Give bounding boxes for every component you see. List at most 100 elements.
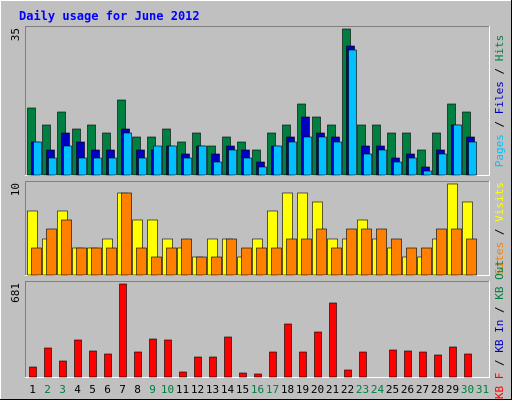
bar-sites-day-13	[211, 256, 222, 276]
bar-kb-f-day-12	[194, 356, 202, 378]
day-label: 12	[191, 383, 204, 396]
plot-area	[25, 281, 490, 378]
bar-pages-day-12	[198, 145, 207, 176]
bar-pages-day-20	[318, 136, 327, 176]
legend-entry: Hits	[493, 35, 506, 62]
bar-kb-f-day-5	[89, 350, 97, 378]
bar-kb-f-day-30	[464, 353, 472, 378]
day-label: 30	[461, 383, 474, 396]
day-label: 31	[476, 383, 489, 396]
bar-pages-day-27	[423, 170, 432, 176]
day-label: 28	[431, 383, 444, 396]
bar-pages-day-2	[48, 157, 57, 176]
legend-entry: KB F	[493, 373, 506, 400]
bar-sites-day-15	[241, 247, 252, 276]
bar-sites-day-6	[106, 247, 117, 276]
panel-hits-files-pages: 35 Pages / Files / Hits	[9, 26, 506, 176]
chart-title: Daily usage for June 2012	[19, 9, 200, 23]
bar-pages-day-10	[168, 145, 177, 176]
day-label: 15	[236, 383, 249, 396]
bar-sites-day-12	[196, 256, 207, 276]
day-label: 5	[89, 383, 96, 396]
bar-pages-day-19	[303, 136, 312, 176]
day-label: 21	[326, 383, 339, 396]
panel-visits-sites: 10 Sites / Visits	[9, 181, 506, 276]
day-label: 19	[296, 383, 309, 396]
bar-kb-f-day-3	[59, 360, 67, 378]
legend-axis-label: Sites / Visits	[493, 182, 506, 275]
bar-kb-f-day-1	[29, 366, 37, 378]
bar-pages-day-13	[213, 161, 222, 176]
bar-sites-day-22	[346, 228, 357, 276]
bar-sites-day-23	[361, 228, 372, 276]
bar-sites-day-26	[406, 247, 417, 276]
bar-pages-day-3	[63, 145, 72, 176]
legend-entry: Sites	[493, 242, 506, 275]
bar-pages-day-14	[228, 149, 237, 176]
bar-pages-day-29	[453, 124, 462, 176]
day-label: 22	[341, 383, 354, 396]
legend-separator: /	[493, 222, 506, 242]
bar-kb-f-day-16	[254, 373, 262, 378]
bar-sites-day-30	[466, 238, 477, 276]
bar-kb-f-day-22	[344, 369, 352, 378]
day-label: 10	[161, 383, 174, 396]
legend-entry: Pages	[493, 134, 506, 167]
bar-pages-day-24	[378, 149, 387, 176]
legend-axis-label: KB F / KB In / KB Out	[493, 260, 506, 399]
bar-pages-day-9	[153, 145, 162, 176]
bar-pages-day-26	[408, 157, 417, 176]
bar-kb-f-day-4	[74, 339, 82, 378]
bar-pages-day-5	[93, 157, 102, 176]
bar-pages-day-17	[273, 145, 282, 176]
day-label: 27	[416, 383, 429, 396]
bar-pages-day-28	[438, 153, 447, 176]
bar-kb-f-day-28	[434, 354, 442, 378]
bar-pages-day-22	[348, 49, 357, 176]
bar-sites-day-11	[181, 238, 192, 276]
bar-sites-day-9	[151, 256, 162, 276]
day-label: 3	[59, 383, 66, 396]
day-label: 7	[119, 383, 126, 396]
y-max-label: 10	[9, 183, 22, 196]
bar-pages-day-1	[33, 141, 42, 176]
bar-pages-day-18	[288, 141, 297, 176]
bar-kb-f-day-20	[314, 331, 322, 378]
day-label: 2	[44, 383, 51, 396]
bar-sites-day-1	[31, 247, 42, 276]
legend-separator: /	[493, 300, 506, 320]
bar-pages-day-11	[183, 157, 192, 176]
legend-axis-label: Pages / Files / Hits	[493, 35, 506, 168]
legend-entry: KB Out	[493, 260, 506, 300]
day-label: 29	[446, 383, 459, 396]
day-label: 17	[266, 383, 279, 396]
bar-kb-f-day-17	[269, 351, 277, 378]
bar-kb-f-day-14	[224, 336, 232, 378]
bar-pages-day-4	[78, 157, 87, 176]
bar-kb-f-day-25	[389, 349, 397, 378]
day-axis-labels: 1 2 3 4 5 6 7 8 9 10 11 12 13 14 15 16 17 18 19 20 21 22 23 24 2…	[29, 383, 489, 396]
bar-sites-day-16	[256, 247, 267, 276]
bar-sites-day-18	[286, 238, 297, 276]
bar-sites-day-28	[436, 228, 447, 276]
day-label: 14	[221, 383, 235, 396]
legend-separator: /	[493, 114, 506, 134]
day-label: 23	[356, 383, 369, 396]
legend-entry: KB In	[493, 320, 506, 353]
day-label: 8	[134, 383, 141, 396]
day-label: 6	[104, 383, 111, 396]
bar-pages-day-16	[258, 166, 267, 176]
bar-kb-f-day-18	[284, 323, 292, 378]
bar-kb-f-day-10	[164, 339, 172, 378]
bar-sites-day-2	[46, 228, 57, 276]
day-label: 26	[401, 383, 414, 396]
bar-sites-day-10	[166, 247, 177, 276]
day-label: 9	[149, 383, 156, 396]
legend-separator: /	[493, 353, 506, 373]
bar-pages-day-21	[333, 141, 342, 176]
bar-pages-day-8	[138, 157, 147, 176]
bar-kb-f-day-6	[104, 353, 112, 378]
bar-kb-f-day-26	[404, 350, 412, 378]
